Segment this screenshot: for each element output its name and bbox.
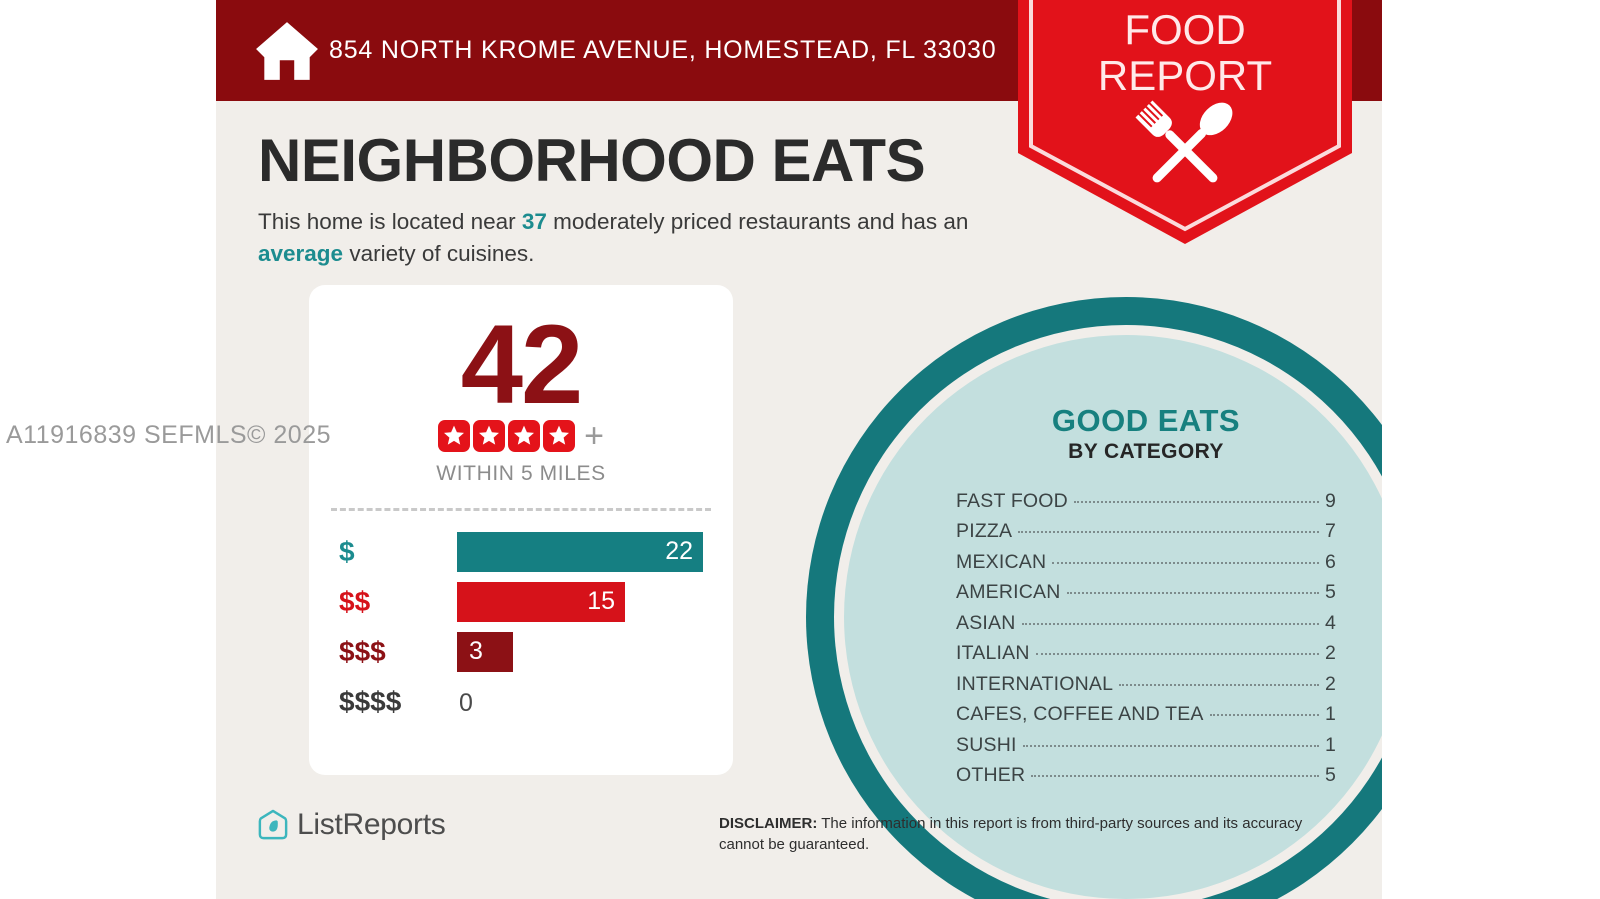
category-label: ASIAN [956,611,1016,634]
food-report-badge: FOOD REPORT [1018,0,1352,244]
restaurant-count: 37 [521,209,547,234]
category-label: FAST FOOD [956,489,1068,512]
good-eats-panel: GOOD EATS BY CATEGORY FAST FOOD 9 PIZZA 7 ME… [956,403,1336,795]
disclaimer: DISCLAIMER: The information in this repo… [719,814,1309,855]
price-bar-row: $$$ 3 [309,627,733,677]
category-label: INTERNATIONAL [956,672,1114,695]
category-count: 2 [1324,672,1336,695]
listreports-logo[interactable]: ListReports [258,808,446,842]
subtitle-part3: variety of cuisines. [343,240,535,266]
category-list: FAST FOOD 9 PIZZA 7 MEXICAN 6 AMERICAN 5 ASIAN 4 I… [956,490,1336,795]
category-row: OTHER 5 [956,764,1336,795]
star-icon [473,419,506,452]
category-row: ITALIAN 2 [956,642,1336,673]
category-row: INTERNATIONAL 2 [956,673,1336,704]
house-icon [254,18,320,84]
star-rating: + [309,416,733,455]
price-bar-track: 3 [457,627,733,677]
category-count: 9 [1324,489,1336,512]
category-dot-leader [1031,775,1319,778]
category-row: AMERICAN 5 [956,581,1336,612]
category-count: 6 [1324,550,1336,573]
category-label: OTHER [956,764,1026,787]
property-address: 854 NORTH KROME AVENUE, HOMESTEAD, FL 33… [329,36,997,64]
category-dot-leader [1035,653,1319,656]
report-sheet: 854 NORTH KROME AVENUE, HOMESTEAD, FL 33… [216,0,1382,899]
category-dot-leader [1073,500,1319,503]
category-dot-leader [1021,622,1319,625]
category-count: 5 [1324,581,1336,604]
price-level-chart: $22 $$ 15 $$$ 3 $$$$ 0 [309,527,733,727]
mls-watermark: A11916839 SEFMLS© 2025 [6,421,332,449]
category-dot-leader [1066,592,1319,595]
price-bar-row: $$$$ 0 [309,677,733,727]
category-label: MEXICAN [956,550,1047,573]
category-count: 2 [1324,642,1336,665]
price-bar-track: 22 [457,527,733,577]
star-icon [508,419,541,452]
radius-label: WITHIN 5 MILES [436,461,606,485]
price-bar-fill: 3 [457,631,513,672]
category-count: 4 [1324,611,1336,634]
category-label: CAFES, COFFEE AND TEA [956,703,1204,726]
star-icon [543,419,576,452]
price-level-label: $$$$ [339,685,402,717]
price-bar-track: 15 [457,577,733,627]
page-title: NEIGHBORHOOD EATS [258,127,926,194]
price-level-label: $ [339,535,355,567]
category-row: PIZZA 7 [956,520,1336,551]
card-divider [331,507,711,511]
category-row: ASIAN 4 [956,612,1336,643]
category-count: 7 [1324,520,1336,543]
category-dot-leader [1052,561,1319,564]
price-bar-value: 15 [587,587,615,616]
category-count: 1 [1324,733,1336,756]
subtitle-part2: moderately priced restaurants and has an [546,209,969,234]
price-level-label: $$$ [339,635,386,667]
star-icon [438,419,471,452]
category-row: CAFES, COFFEE AND TEA 1 [956,703,1336,734]
subtitle-part1: This home is located near [258,209,522,234]
price-bar-fill: 15 [457,581,625,622]
variety-level: average [258,240,344,266]
category-label: AMERICAN [956,581,1061,604]
page-subtitle: This home is located near 37 moderately … [258,206,1018,270]
price-bar-value: 22 [665,537,693,566]
category-dot-leader [1022,744,1319,747]
price-bar-row: $$ 15 [309,577,733,627]
price-bar-fill: 22 [457,531,703,572]
price-bar-value: 3 [469,637,483,666]
category-count: 1 [1324,703,1336,726]
badge-line1: FOOD [1124,6,1245,53]
restaurant-total: 42 [460,302,584,427]
category-row: FAST FOOD 9 [956,490,1336,521]
restaurant-stat-card: 42 + WITHIN 5 MILES $22 $$ 15 $$$ 3 $$$$ 0 [309,285,733,775]
badge-line2: REPORT [1098,52,1272,99]
listreports-mark-icon [258,809,288,841]
price-bar-value: 0 [459,688,473,717]
good-eats-subtitle: BY CATEGORY [1068,439,1224,463]
category-dot-leader [1119,683,1319,686]
price-bar-row: $22 [309,527,733,577]
category-dot-leader [1209,714,1319,717]
category-row: SUSHI 1 [956,734,1336,765]
listreports-wordmark: ListReports [297,808,446,841]
category-count: 5 [1324,764,1336,787]
disclaimer-label: DISCLAIMER: [719,815,818,832]
category-dot-leader [1018,531,1319,534]
price-level-label: $$ [339,585,371,617]
category-row: MEXICAN 6 [956,551,1336,582]
spoon-fork-icon [1135,100,1233,183]
category-label: PIZZA [956,520,1013,543]
category-label: SUSHI [956,733,1017,756]
category-label: ITALIAN [956,642,1030,665]
star-plus-icon: + [584,416,604,455]
good-eats-title: GOOD EATS [1051,403,1241,438]
price-bar-track: 0 [457,677,733,727]
